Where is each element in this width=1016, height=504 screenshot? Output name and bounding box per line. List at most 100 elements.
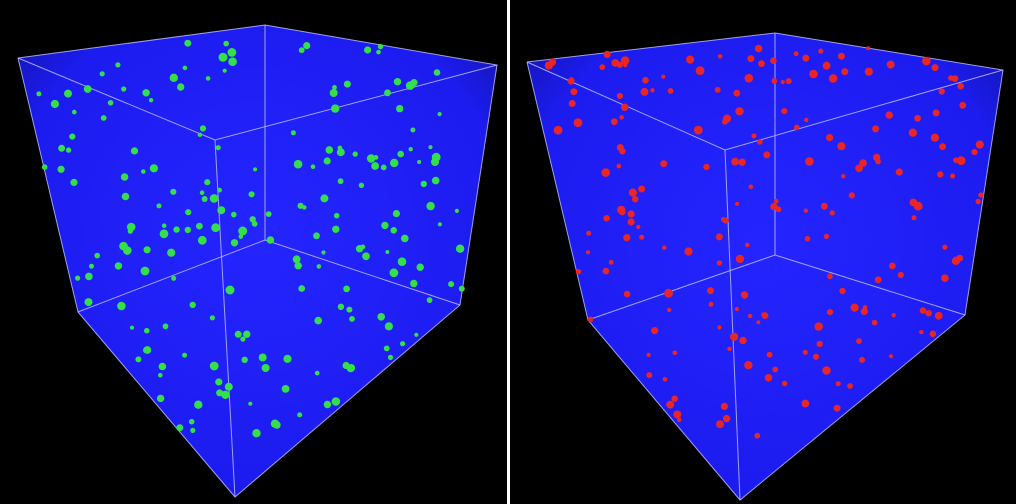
particle [611, 118, 618, 125]
particle [394, 78, 401, 85]
particle [723, 115, 731, 123]
particle [786, 78, 792, 84]
particle [315, 371, 320, 376]
particle [855, 164, 863, 172]
particle [744, 361, 752, 369]
particle [623, 234, 630, 241]
particle [569, 77, 574, 82]
particle [909, 129, 917, 137]
particle [293, 255, 301, 263]
particle [827, 309, 833, 315]
particle [291, 130, 296, 135]
particle [141, 169, 146, 174]
particle [282, 385, 290, 393]
particle [170, 74, 178, 82]
particle [231, 212, 237, 218]
particle [190, 302, 196, 308]
particle [157, 203, 162, 208]
particle [228, 48, 237, 57]
particle [381, 165, 387, 171]
particle [920, 307, 927, 314]
particle [359, 183, 364, 188]
particle [101, 115, 107, 121]
particle [774, 199, 779, 204]
particle [417, 160, 421, 164]
particle [731, 158, 739, 166]
particle [841, 174, 845, 178]
particle [353, 151, 358, 156]
particle [130, 326, 134, 330]
divider [507, 0, 510, 504]
particle [170, 189, 176, 195]
particle [809, 70, 818, 79]
particle [802, 55, 809, 62]
particle [123, 246, 132, 255]
particle [385, 250, 389, 254]
particle [696, 66, 705, 75]
particle [603, 268, 610, 275]
particle [781, 108, 787, 114]
particle [361, 245, 366, 250]
particle [210, 362, 219, 371]
particle [202, 196, 208, 202]
particle [805, 157, 814, 166]
particle [324, 157, 331, 164]
particle [250, 216, 256, 222]
particle [830, 210, 835, 215]
particle [332, 397, 341, 406]
particle [673, 411, 681, 419]
particle [971, 149, 977, 155]
particle [735, 107, 743, 115]
particle [715, 87, 721, 93]
particle [735, 307, 739, 311]
particle [115, 262, 122, 269]
particle [326, 146, 334, 154]
particle [406, 81, 415, 90]
particle [321, 250, 325, 254]
particle [866, 46, 870, 50]
particle [941, 274, 949, 282]
particle [767, 352, 773, 358]
particle [397, 151, 404, 158]
particle [814, 322, 823, 331]
particle [72, 110, 77, 115]
particle [978, 192, 983, 197]
particle [210, 194, 219, 203]
particle [703, 164, 709, 170]
particle [925, 310, 932, 317]
particle [957, 156, 966, 165]
particle [294, 160, 303, 169]
particle [135, 356, 141, 362]
particle [417, 264, 424, 271]
particle [628, 210, 635, 217]
particle [324, 401, 331, 408]
particle [235, 331, 242, 338]
particle [758, 60, 765, 67]
particle [431, 158, 439, 166]
particle [933, 109, 940, 116]
particle [672, 396, 678, 402]
particle [58, 145, 65, 152]
particle [932, 64, 939, 71]
particle [262, 364, 270, 372]
particle [298, 285, 305, 292]
particle [647, 353, 651, 357]
particle [58, 166, 65, 173]
particle [456, 245, 464, 253]
particle [219, 53, 228, 62]
particle [639, 235, 644, 240]
particle [751, 133, 756, 138]
particle [865, 68, 873, 76]
particle [115, 62, 120, 67]
particle [338, 146, 343, 151]
particle [822, 366, 831, 375]
particle [804, 209, 808, 213]
particle [283, 355, 291, 363]
particle [673, 351, 678, 356]
particle [398, 257, 407, 266]
particle [51, 100, 59, 108]
particle [554, 126, 563, 135]
particle [937, 171, 943, 177]
particle [267, 236, 275, 244]
particle [400, 341, 405, 346]
